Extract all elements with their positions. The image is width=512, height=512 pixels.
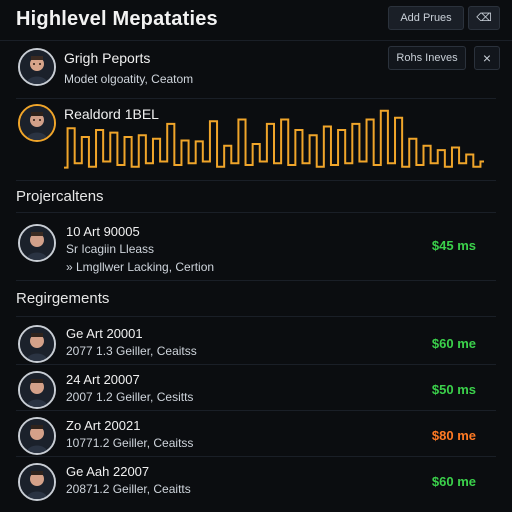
avatar: [18, 371, 56, 409]
person-avatar-icon: [20, 465, 54, 499]
person-avatar-icon: [20, 327, 54, 361]
row-subtitle: 2077 1.3 Geiller, Ceaitss: [66, 344, 197, 358]
row-subtitle: 10771.2 Geiller, Ceaitss: [66, 436, 194, 450]
profile-divider: [16, 98, 496, 99]
amount: $60 me: [431, 474, 476, 489]
avatar: [18, 417, 56, 455]
avatar: [18, 224, 56, 262]
person-avatar-icon: [20, 106, 54, 140]
avatar[interactable]: [18, 104, 56, 142]
table-row[interactable]: 24 Art 20007 2007 1.2 Geiller, Cesitts $…: [16, 366, 496, 410]
table-row[interactable]: Ge Art 20001 2077 1.3 Geiller, Ceaitss $…: [16, 320, 496, 364]
row-title: Ge Aah 22007: [66, 464, 150, 479]
profile-subtitle: Modet olgoatity, Ceatom: [64, 72, 194, 86]
list-item[interactable]: 10 Art 90005 Sr Icagiin Lleass » Lmgllwe…: [16, 218, 496, 278]
add-prues-button[interactable]: Add Prues: [388, 6, 464, 30]
backspace-button[interactable]: ⌫: [468, 6, 500, 30]
table-row[interactable]: Ge Aah 22007 20871.2 Geiller, Ceaitts $6…: [16, 458, 496, 502]
project-title: 10 Art 90005: [66, 224, 140, 239]
row-title: Ge Art 20001: [66, 326, 143, 341]
project-subtitle: Sr Icagiin Lleass: [66, 242, 155, 256]
person-avatar-icon: [20, 373, 54, 407]
person-avatar-icon: [20, 419, 54, 453]
line-chart: [62, 98, 492, 176]
row-title: 24 Art 20007: [66, 372, 140, 387]
chart-svg: [64, 109, 484, 169]
section-title-projects: Projercaltens: [16, 188, 104, 205]
person-avatar-icon: [20, 226, 54, 260]
amount: $45 ms: [431, 238, 476, 253]
amount: $80 me: [431, 428, 476, 443]
row-divider: [16, 410, 496, 411]
amount: $50 ms: [431, 382, 476, 397]
header-divider: [0, 40, 512, 41]
requirements-divider: [16, 316, 496, 317]
section-title-requirements: Regirgements: [16, 290, 110, 307]
project-meta: » Lmgllwer Lacking, Certion: [66, 260, 215, 274]
row-divider: [16, 364, 496, 365]
amount: $60 me: [431, 336, 476, 351]
top-bar: Highlevel Mepataties Add Prues ⌫: [0, 0, 512, 40]
row-divider: [16, 456, 496, 457]
chart-title: Realdord 1BEL: [64, 106, 159, 122]
series-line: [64, 109, 484, 169]
avatar: [18, 463, 56, 501]
avatar[interactable]: [18, 48, 56, 86]
projects-bottom-divider: [16, 280, 496, 281]
row-title: Zo Art 20021: [66, 418, 141, 433]
close-icon[interactable]: ×: [474, 46, 500, 70]
avatar: [18, 325, 56, 363]
row-subtitle: 20871.2 Geiller, Ceaitts: [66, 482, 191, 496]
profile-action-button[interactable]: Rohs Ineves: [388, 46, 466, 70]
row-subtitle: 2007 1.2 Geiller, Cesitts: [66, 390, 194, 404]
person-avatar-icon: [20, 50, 54, 84]
chart-divider: [16, 180, 496, 181]
projects-divider: [16, 212, 496, 213]
profile-name: Grigh Peports: [64, 50, 151, 66]
page-title: Highlevel Mepataties: [16, 8, 218, 30]
table-row[interactable]: Zo Art 20021 10771.2 Geiller, Ceaitss $8…: [16, 412, 496, 456]
